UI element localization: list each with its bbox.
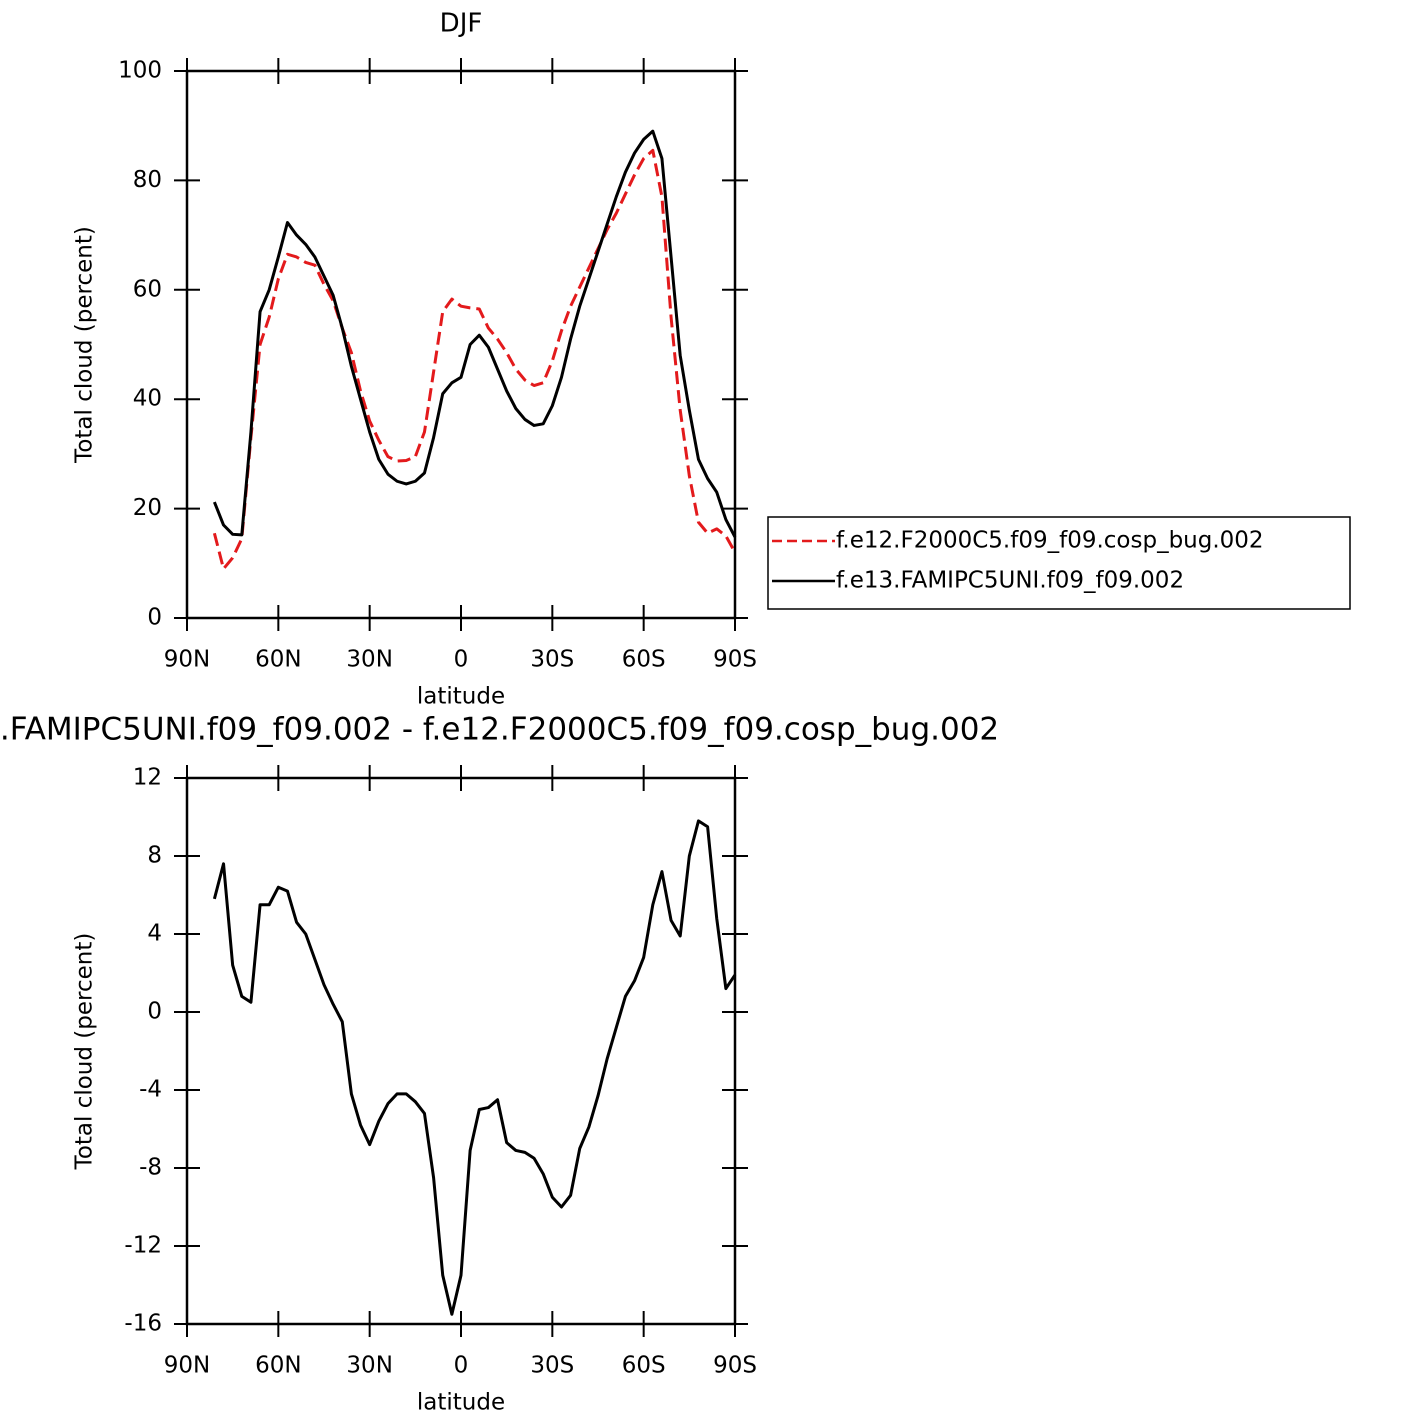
y-tick-label: 0 [147, 999, 162, 1025]
y-axis-title: Total cloud (percent) [72, 933, 98, 1171]
x-tick-label: 30N [346, 647, 392, 673]
y-axis-title: Total cloud (percent) [72, 226, 98, 464]
x-tick-label: 0 [454, 1353, 469, 1379]
y-tick-label: 80 [133, 167, 162, 193]
data-line [212, 819, 737, 1316]
y-tick-label: -12 [124, 1233, 162, 1259]
legend: f.e12.F2000C5.f09_f09.cosp_bug.002 f.e13.… [767, 516, 1351, 610]
chart-title: DJF [440, 9, 483, 39]
x-tick-label: 60N [255, 1353, 301, 1379]
x-tick-label: 30S [530, 647, 574, 673]
y-tick-label: 0 [147, 605, 162, 631]
legend-box [767, 516, 1351, 610]
x-tick-label: 30S [530, 1353, 574, 1379]
legend-label: f.e13.FAMIPC5UNI.f09_f09.002 [836, 568, 1184, 594]
x-tick-label: 90S [713, 1353, 757, 1379]
chart-title: f.e13.FAMIPC5UNI.f09_f09.002 - f.e12.F20… [0, 712, 999, 748]
x-tick-label: 0 [454, 647, 469, 673]
x-tick-label: 60N [255, 647, 301, 673]
y-tick-label: 4 [147, 921, 162, 947]
x-tick-label: 90N [164, 647, 210, 673]
data-line [213, 129, 737, 538]
y-tick-label: 12 [133, 765, 162, 791]
data-line [212, 148, 737, 571]
y-tick-label: 8 [147, 843, 162, 869]
x-tick-label: 90N [164, 1353, 210, 1379]
x-tick-label: 90S [713, 647, 757, 673]
legend-label: f.e12.F2000C5.f09_f09.cosp_bug.002 [836, 528, 1264, 554]
x-tick-label: 60S [622, 647, 666, 673]
y-tick-label: -4 [139, 1077, 162, 1103]
y-tick-label: 40 [133, 386, 162, 412]
y-tick-label: -16 [124, 1311, 162, 1337]
y-tick-label: 20 [133, 495, 162, 521]
y-tick-label: 100 [118, 58, 162, 84]
x-axis-title: latitude [417, 684, 505, 710]
plot-frame [185, 776, 737, 1326]
x-tick-label: 60S [622, 1353, 666, 1379]
x-tick-label: 30N [346, 1353, 392, 1379]
x-axis-title: latitude [417, 1390, 505, 1416]
y-tick-label: 60 [133, 276, 162, 302]
y-tick-label: -8 [139, 1155, 162, 1181]
